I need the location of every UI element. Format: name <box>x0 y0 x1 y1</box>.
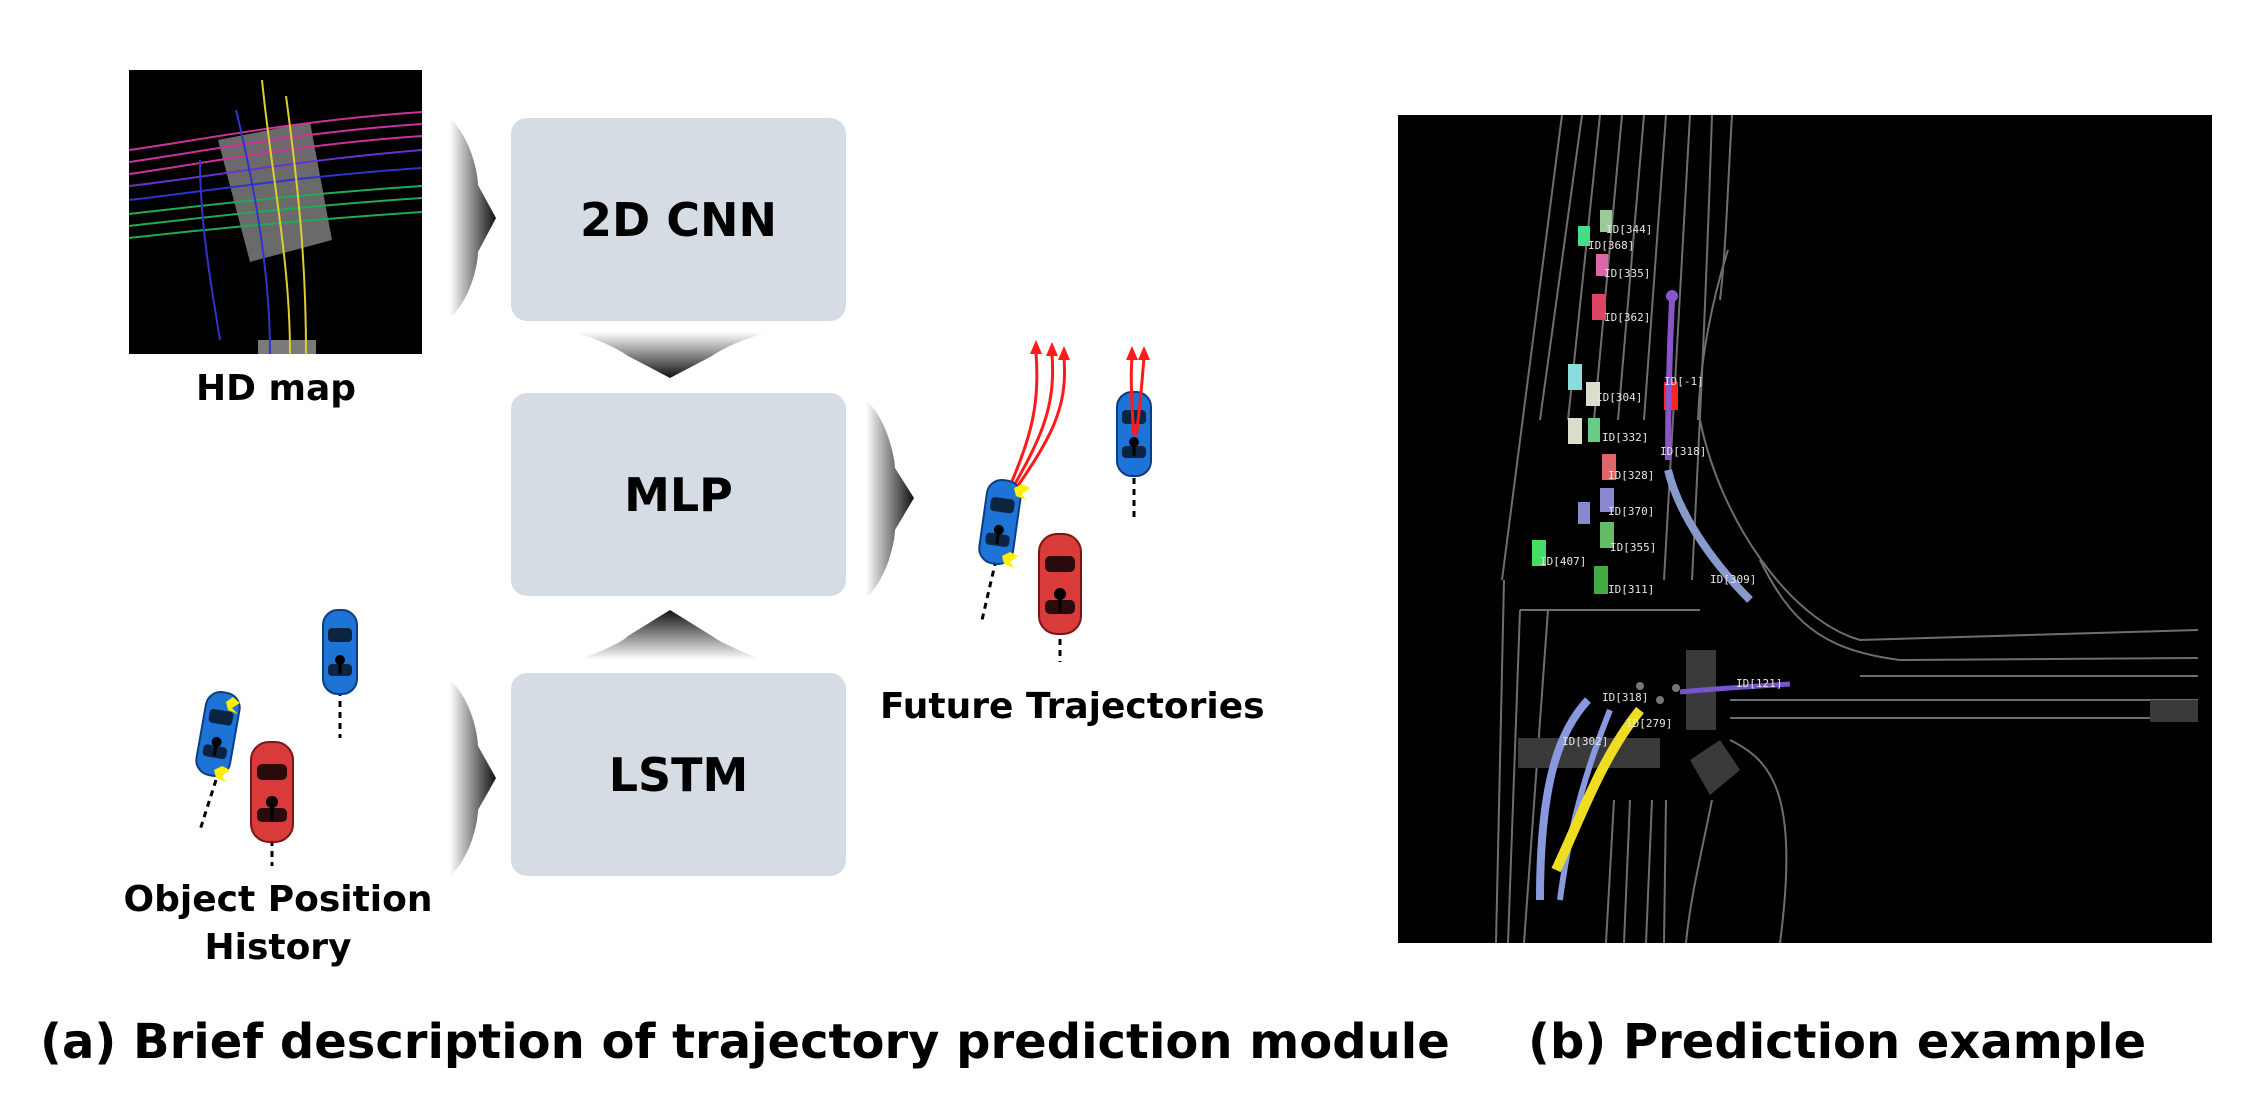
lstm-box-label: LSTM <box>608 747 749 802</box>
id-label: ID[279] <box>1626 717 1673 730</box>
id-label: ID[328] <box>1608 469 1655 482</box>
hd-map-image <box>128 70 423 355</box>
id-label: ID[368] <box>1588 239 1635 252</box>
id-label: ID[362] <box>1604 311 1651 324</box>
arrow-map-to-cnn <box>450 118 496 318</box>
arrow-cnn-to-mlp <box>575 332 768 378</box>
id-label: ID[311] <box>1608 583 1655 596</box>
id-label: ID[318] <box>1660 445 1707 458</box>
id-label: ID[318] <box>1602 691 1649 704</box>
id-label: ID[355] <box>1610 541 1657 554</box>
arrow-lstm-to-mlp <box>578 610 762 660</box>
future-trajectories-label: Future Trajectories <box>880 686 1265 727</box>
id-label: ID[335] <box>1604 267 1651 280</box>
hd-map-label: HD map <box>195 368 357 409</box>
id-label: ID[121] <box>1736 677 1783 690</box>
cnn-box: 2D CNN <box>511 118 846 321</box>
id-label: ID[302] <box>1562 735 1609 748</box>
id-labels: ID[344] ID[368] ID[335] ID[362] ID[-1] I… <box>1398 115 2212 943</box>
arrow-history-to-lstm <box>450 680 496 876</box>
id-label: ID[304] <box>1596 391 1643 404</box>
id-label: ID[-1] <box>1664 375 1704 388</box>
caption-a: (a) Brief description of trajectory pred… <box>40 1014 1450 1070</box>
future-cars <box>975 340 1153 662</box>
id-label: ID[309] <box>1710 573 1757 586</box>
id-label: ID[332] <box>1602 431 1649 444</box>
lstm-box: LSTM <box>511 673 846 876</box>
arrow-mlp-to-output <box>866 400 914 598</box>
history-cars <box>192 608 359 866</box>
history-label: Object Position History <box>123 879 433 968</box>
prediction-example-image <box>1398 114 2212 944</box>
id-label: ID[407] <box>1540 555 1587 568</box>
mlp-box-label: MLP <box>624 467 733 522</box>
id-label: ID[370] <box>1608 505 1655 518</box>
caption-b: (b) Prediction example <box>1528 1014 2147 1070</box>
mlp-box: MLP <box>511 393 846 596</box>
cnn-box-label: 2D CNN <box>580 192 777 247</box>
id-label: ID[344] <box>1606 223 1653 236</box>
